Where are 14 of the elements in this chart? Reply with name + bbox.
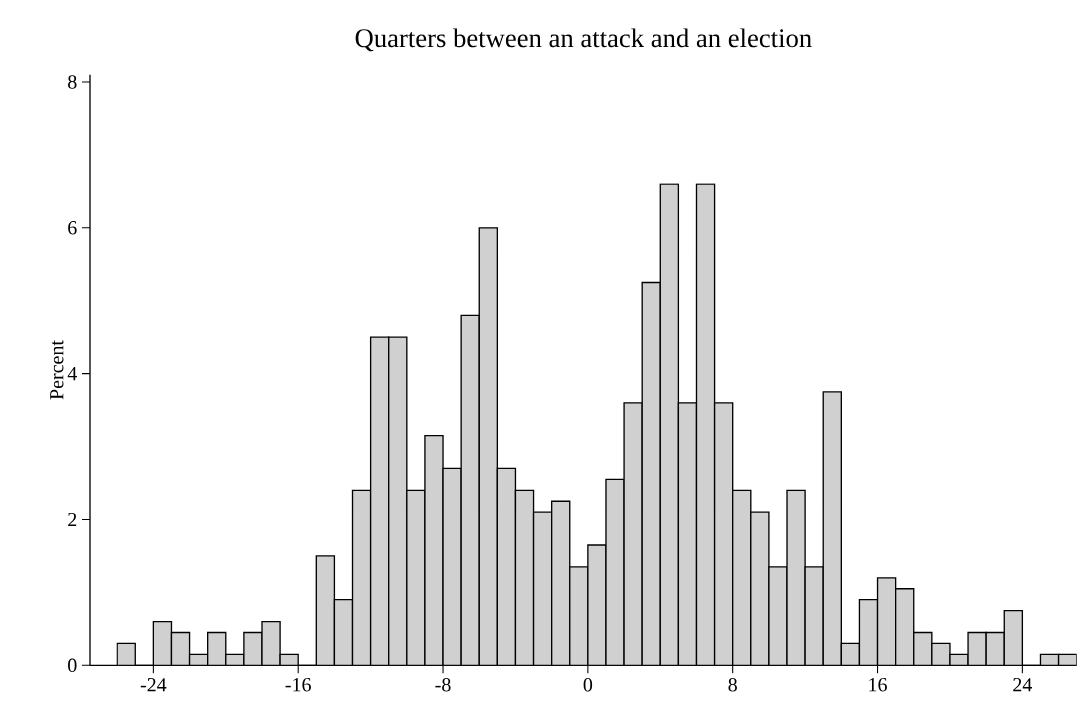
y-axis-title: Percent xyxy=(50,340,64,400)
y-tick-label: 6 xyxy=(68,221,77,235)
x-tick-label: -8 xyxy=(435,678,451,692)
y-tick-label: 4 xyxy=(67,367,77,381)
y-tick-label: 0 xyxy=(68,658,77,673)
x-tick-label: 8 xyxy=(728,678,737,692)
x-tick-label: 16 xyxy=(869,678,887,692)
x-tick-label: 0 xyxy=(583,678,593,692)
y-tick-label: 2 xyxy=(68,512,77,527)
x-tick-label: -16 xyxy=(285,678,311,692)
x-tick-label: 24 xyxy=(1013,678,1033,692)
x-tick-label: -24 xyxy=(140,678,167,692)
chart-title: Quarters between an attack and an election xyxy=(355,28,812,52)
y-tick-label: 8 xyxy=(68,75,77,89)
